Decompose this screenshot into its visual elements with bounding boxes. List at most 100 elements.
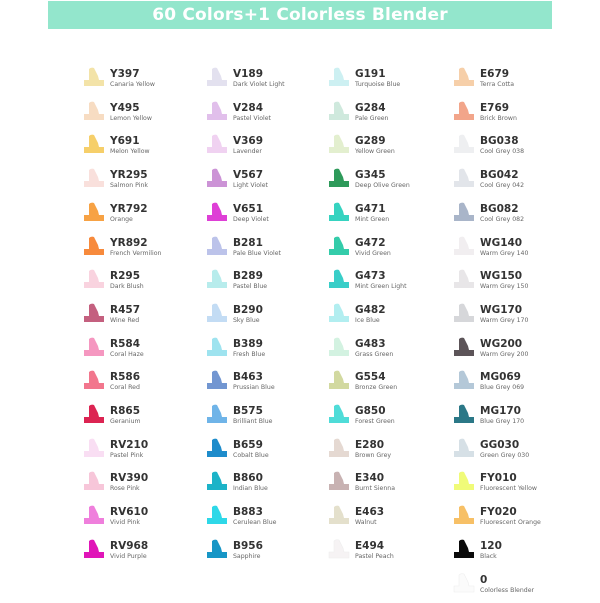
color-item: 120 Black — [453, 539, 573, 569]
marker-swatch-icon — [84, 505, 104, 525]
marker-swatch-icon — [454, 370, 474, 390]
color-code: B389 — [233, 337, 263, 350]
color-name: Sapphire — [233, 552, 261, 560]
color-item: B575 Brilliant Blue — [206, 404, 326, 434]
marker-swatch-icon — [454, 135, 474, 154]
color-name: Dark Violet Light — [233, 81, 285, 88]
color-item: WG170 Warm Grey 170 — [453, 303, 573, 333]
color-item: E769 Brick Brown — [453, 101, 573, 131]
color-code: B281 — [233, 236, 263, 249]
color-name: Forest Green — [355, 418, 395, 425]
color-code: E463 — [355, 506, 385, 519]
marker-swatch-icon — [207, 168, 227, 188]
color-item: MG069 Blue Grey 069 — [453, 370, 573, 400]
color-name: Pastel Blue — [233, 283, 268, 291]
color-code: GG030 — [480, 438, 520, 451]
color-name: Cool Grey 042 — [480, 182, 525, 190]
marker-swatch-icon — [84, 404, 104, 423]
color-item: Y397 Canaria Yellow — [83, 67, 203, 97]
color-item: B956 Sapphire — [206, 539, 326, 569]
color-item: B389 Fresh Blue — [206, 337, 326, 367]
color-item: R865 Geranium — [83, 404, 203, 434]
color-item: V284 Pastel Violet — [206, 101, 326, 131]
marker-swatch-icon — [454, 236, 474, 255]
color-item: B290 Sky Blue — [206, 303, 326, 333]
color-code: YR892 — [110, 236, 148, 249]
color-name: Coral Red — [110, 384, 140, 392]
color-name: Indian Blue — [233, 485, 268, 493]
color-code: B290 — [233, 303, 263, 316]
color-item: GG030 Green Grey 030 — [453, 438, 573, 468]
color-item: R584 Coral Haze — [83, 337, 203, 367]
color-item: BG038 Cool Grey 038 — [453, 134, 573, 164]
color-name: Light Violet — [233, 182, 268, 190]
marker-swatch-icon — [84, 236, 104, 255]
color-code: FY020 — [480, 506, 517, 519]
color-code: B883 — [233, 506, 263, 519]
color-code: E280 — [355, 438, 385, 451]
marker-swatch-icon — [84, 202, 104, 221]
marker-swatch-icon — [207, 202, 227, 221]
marker-swatch-icon — [329, 303, 349, 322]
marker-swatch-icon — [454, 404, 474, 423]
color-name: Dark Blush — [110, 283, 144, 291]
color-name: Deep Olive Green — [355, 182, 410, 190]
color-name: Canaria Yellow — [110, 81, 155, 88]
color-item: BG082 Cool Grey 082 — [453, 202, 573, 232]
color-item: G482 Ice Blue — [328, 303, 448, 333]
color-code: G345 — [355, 169, 386, 182]
color-name: Vivid Purple — [110, 552, 147, 560]
marker-swatch-icon — [454, 303, 474, 322]
color-item: WG150 Warm Grey 150 — [453, 269, 573, 299]
color-item: Y495 Lemon Yellow — [83, 101, 203, 131]
color-item: RV210 Pastel Pink — [83, 438, 203, 468]
color-item: G345 Deep Olive Green — [328, 168, 448, 198]
color-item: WG200 Warm Grey 200 — [453, 337, 573, 367]
color-name: Cool Grey 038 — [480, 148, 525, 156]
color-name: Pale Green — [355, 114, 389, 122]
color-name: Orange — [110, 215, 133, 223]
color-name: Green Grey 030 — [480, 451, 530, 459]
color-item: RV610 Vivid Pink — [83, 505, 203, 535]
marker-swatch-icon — [454, 337, 474, 356]
color-item: G483 Grass Green — [328, 337, 448, 367]
color-name: Pastel Peach — [355, 552, 394, 560]
color-code: RV210 — [110, 438, 149, 451]
color-code: RV390 — [110, 472, 149, 485]
marker-swatch-icon — [207, 67, 227, 86]
color-name: Vivid Green — [355, 249, 391, 257]
color-code: G289 — [355, 135, 386, 148]
marker-swatch-icon — [84, 135, 104, 154]
color-code: B463 — [233, 371, 263, 384]
color-name: Warm Grey 140 — [480, 249, 529, 257]
marker-swatch-icon — [329, 168, 349, 188]
color-code: R457 — [110, 303, 141, 316]
marker-swatch-icon — [84, 303, 104, 322]
marker-swatch-icon — [329, 370, 349, 390]
color-code: E769 — [480, 101, 510, 114]
color-name: Vivid Pink — [110, 519, 140, 527]
color-name: Wine Red — [110, 316, 140, 324]
marker-swatch-icon — [84, 168, 104, 188]
marker-swatch-icon — [207, 370, 227, 390]
title-banner: 60 Colors+1 Colorless Blender — [48, 1, 552, 29]
marker-swatch-icon — [454, 438, 474, 457]
color-code: G483 — [355, 337, 386, 350]
marker-swatch-icon — [207, 438, 227, 457]
color-item: FY020 Fluorescent Orange — [453, 505, 573, 535]
color-code: MG069 — [480, 371, 521, 384]
color-name: Fluorescent Yellow — [480, 485, 537, 493]
color-name: Salmon Pink — [110, 182, 148, 190]
color-item: YR295 Salmon Pink — [83, 168, 203, 198]
color-code: B659 — [233, 438, 263, 451]
color-name: Brown Grey — [355, 451, 392, 459]
color-item: G289 Yellow Green — [328, 134, 448, 164]
color-code: E679 — [480, 68, 510, 80]
color-name: Bronze Green — [355, 384, 398, 392]
color-item: E463 Walnut — [328, 505, 448, 535]
color-code: R586 — [110, 371, 141, 384]
color-code: RV968 — [110, 539, 149, 552]
color-name: Fluorescent Orange — [480, 519, 541, 527]
color-item: B289 Pastel Blue — [206, 269, 326, 299]
marker-swatch-icon — [329, 472, 349, 491]
